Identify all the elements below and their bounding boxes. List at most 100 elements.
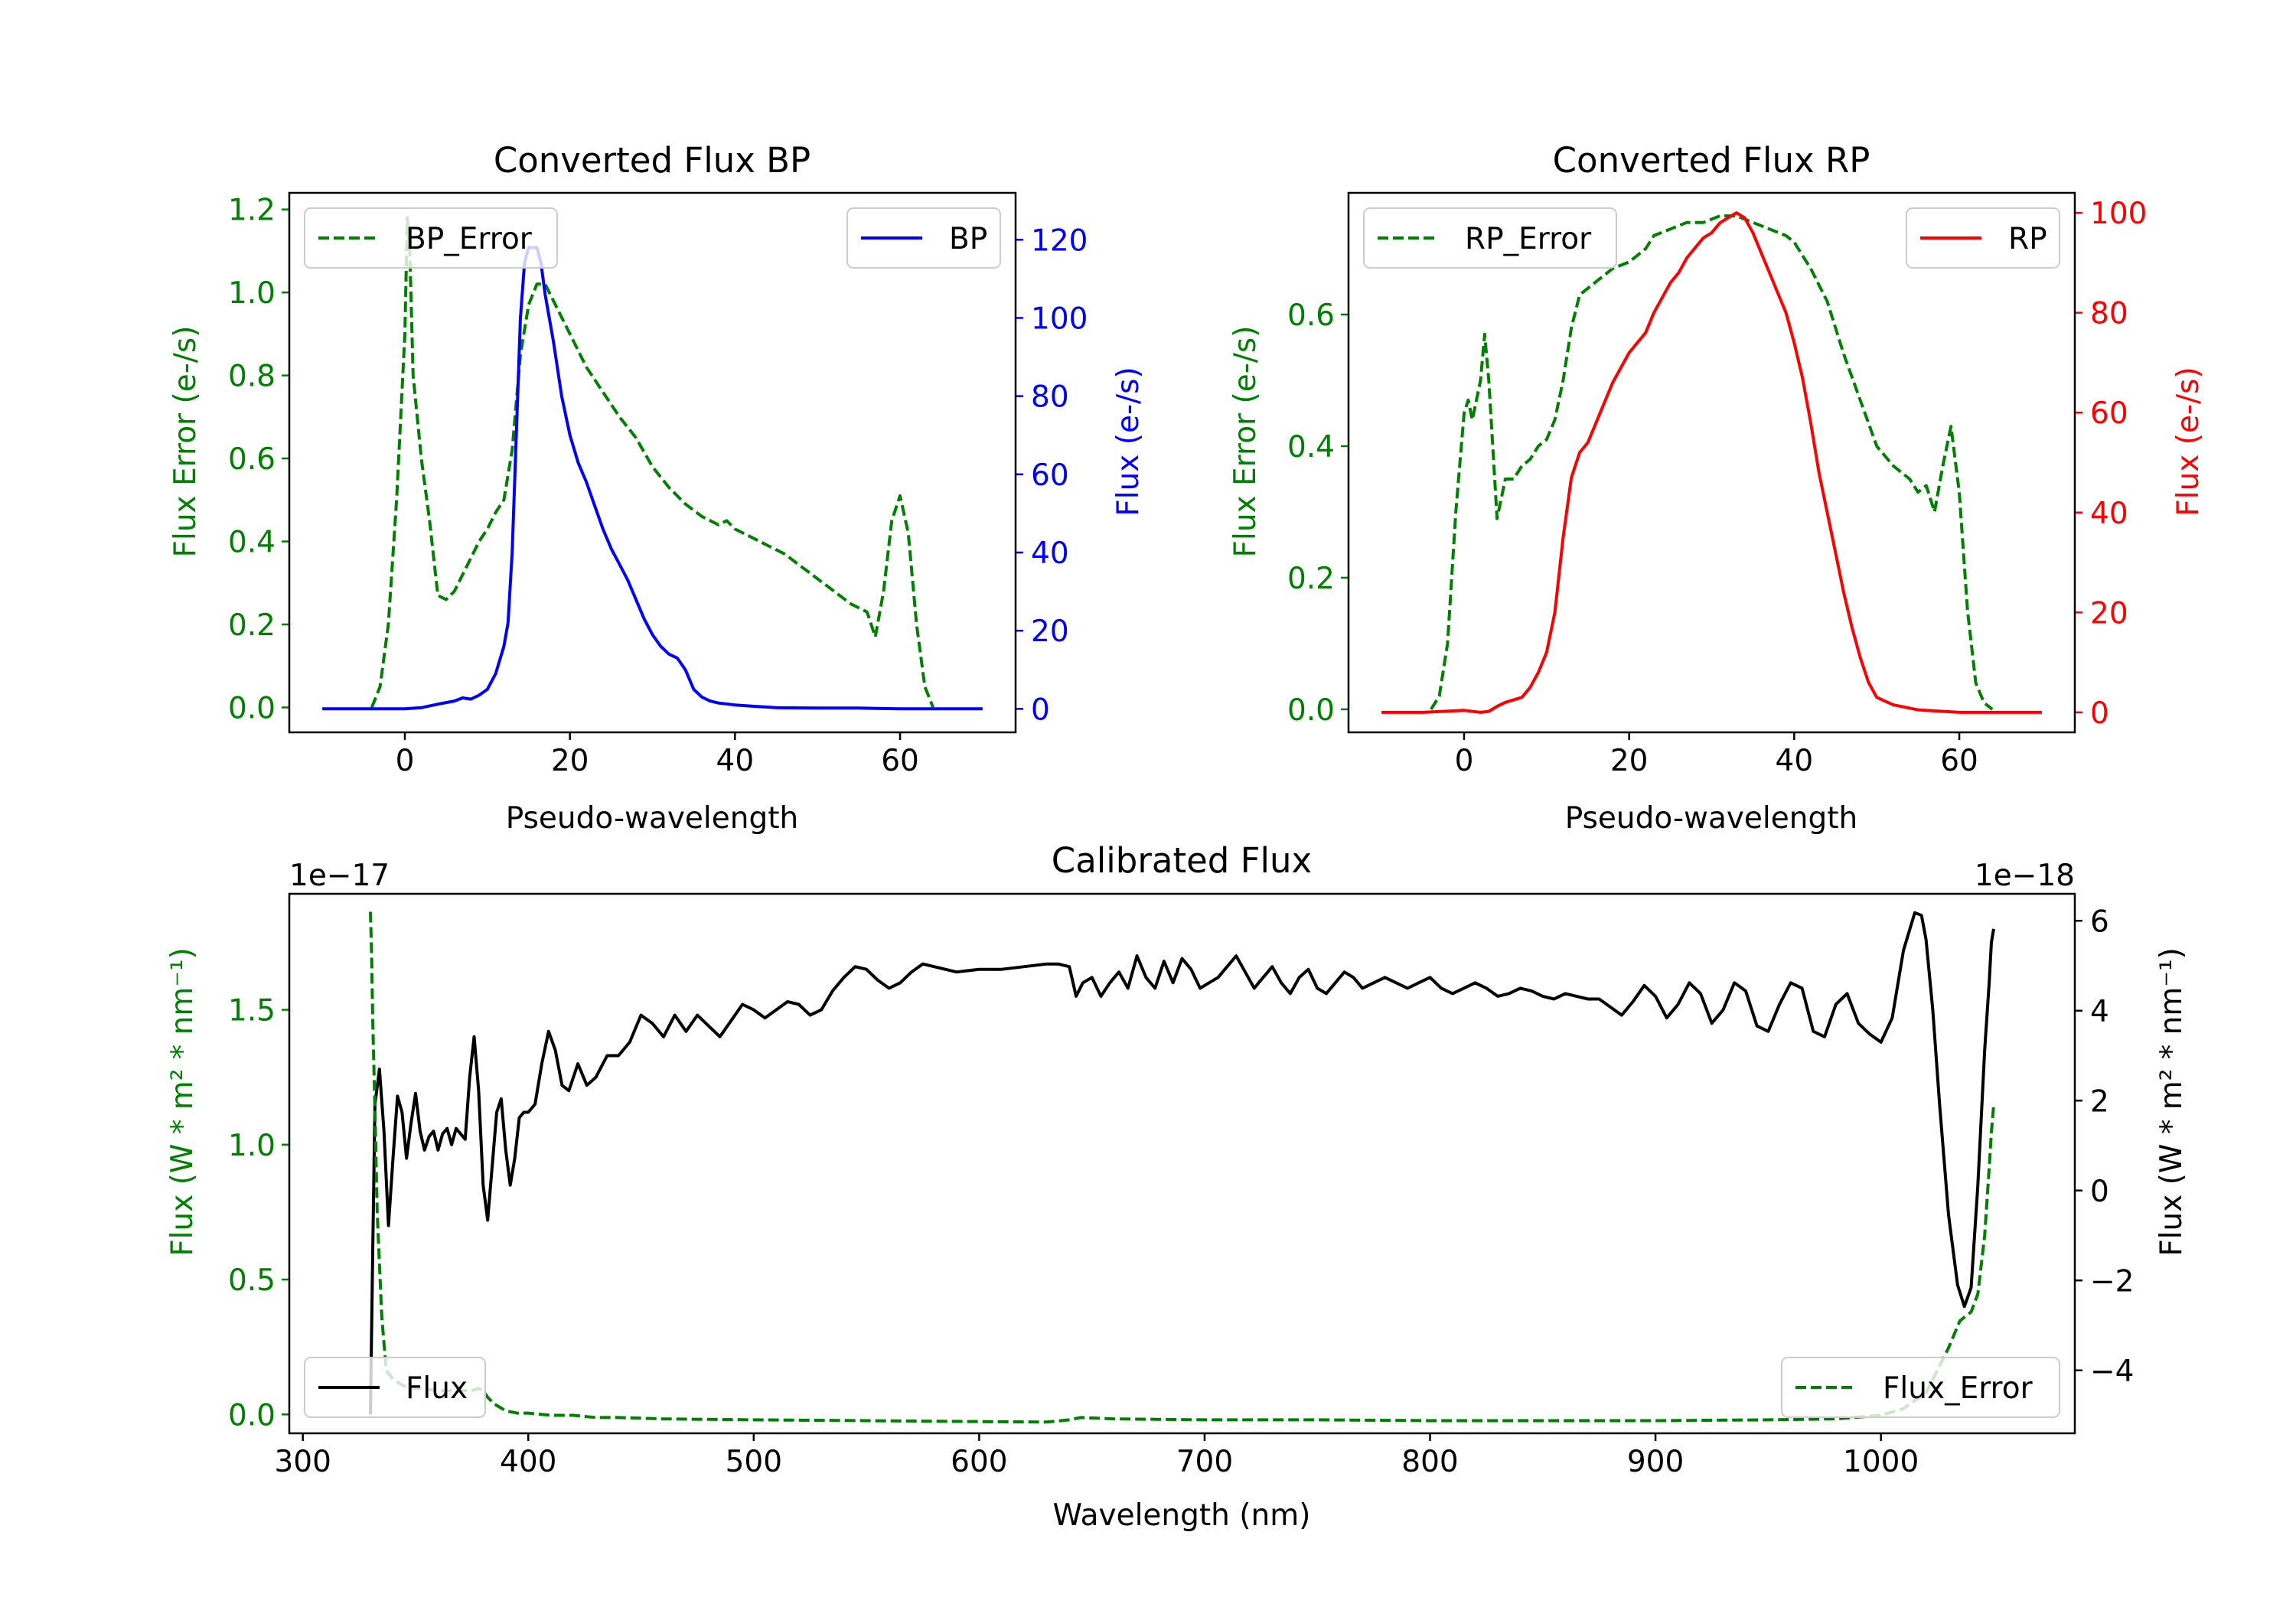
chart-rp-xtick-label: 60: [1940, 744, 1978, 778]
chart-bp-ytick-right-label: 0: [1031, 693, 1050, 727]
chart-calibrated-ytick-right-label: −2: [2090, 1264, 2135, 1299]
chart-rp-ytick-right-label: 0: [2090, 696, 2109, 731]
chart-bp-ytick-right-label: 100: [1031, 302, 1088, 336]
chart-rp-series: [1381, 211, 2042, 714]
chart-bp-ytick-left-label: 0.0: [228, 691, 276, 725]
chart-calibrated-ytick-left-label: 0.5: [228, 1263, 276, 1298]
chart-bp-xtick-label: 60: [881, 744, 919, 778]
chart-rp-frame: [1347, 191, 2076, 734]
chart-bp-ylabel-right: Flux (e-/s): [1111, 367, 1146, 516]
chart-rp-ytick-left-label: 0.2: [1287, 562, 1335, 596]
chart-bp-legend-right: BP: [846, 207, 1001, 269]
chart-calibrated-xtick-label: 800: [1401, 1445, 1458, 1479]
chart-bp-ytick-right-label: 20: [1031, 614, 1069, 649]
chart-bp-series-bp-error: [370, 216, 935, 709]
chart-rp: Converted Flux RP Pseudo-wavelength Flux…: [1228, 140, 2206, 836]
chart-rp-legend-left: RP_Error: [1363, 207, 1617, 269]
chart-calibrated-legend-left-box: [304, 1357, 486, 1418]
chart-calibrated-frame: [288, 892, 2076, 1435]
chart-rp-xtick-label: 20: [1610, 744, 1649, 778]
chart-bp-frame: [288, 191, 1017, 734]
chart-calibrated-xticks: 300 400 500 600 700 800 900 1000: [274, 1433, 1919, 1479]
chart-calibrated-ytick-left-label: 1.0: [228, 1129, 276, 1163]
chart-calibrated-legend-right-box: [1781, 1357, 2060, 1418]
chart-bp-xtick-label: 20: [551, 744, 589, 778]
chart-bp-legend-left-box: [304, 207, 558, 269]
chart-calibrated-xtick-label: 500: [726, 1445, 782, 1479]
chart-bp-legend-left-label: BP_Error: [406, 222, 533, 256]
chart-rp-yticks-right: 0 20 40 60 80 100: [2075, 197, 2147, 731]
chart-rp-ylabel-right: Flux (e-/s): [2171, 367, 2206, 516]
chart-bp-xtick-label: 0: [396, 744, 415, 778]
chart-rp-legend-left-label: RP_Error: [1465, 222, 1592, 256]
chart-rp-xtick-label: 40: [1776, 744, 1814, 778]
chart-calibrated-ytick-right-label: 2: [2090, 1084, 2109, 1119]
chart-rp-ytick-right-label: 60: [2090, 396, 2128, 431]
chart-calibrated-legend-left: Flux: [304, 1357, 486, 1418]
chart-bp-ytick-left-label: 0.4: [228, 526, 276, 560]
chart-calibrated-xtick-label: 600: [951, 1445, 1007, 1479]
chart-bp-title: Converted Flux BP: [494, 140, 810, 181]
chart-rp-yticks-left: 0.0 0.2 0.4 0.6: [1287, 298, 1349, 728]
chart-bp-ytick-left-label: 1.2: [228, 194, 276, 228]
chart-rp-xticks: 0 20 40 60: [1455, 732, 1978, 778]
chart-calibrated-xtick-label: 300: [274, 1445, 331, 1479]
chart-calibrated-xtick-label: 400: [500, 1445, 556, 1479]
chart-rp-series-rp: [1381, 211, 2042, 714]
chart-rp-ytick-left-label: 0.6: [1287, 298, 1335, 333]
chart-bp-ytick-right-label: 40: [1031, 536, 1069, 571]
chart-rp-ytick-right-label: 40: [2090, 497, 2128, 531]
chart-bp-xticks: 0 20 40 60: [396, 732, 919, 778]
chart-calibrated-ytick-right-label: 6: [2090, 905, 2109, 939]
chart-calibrated-yticks-right: −4 −2 0 2 4 6: [2075, 905, 2135, 1389]
chart-bp-legend-right-label: BP: [949, 222, 987, 256]
chart-bp-ytick-right-label: 80: [1031, 380, 1069, 415]
chart-rp-legend-right: RP: [1906, 207, 2060, 269]
chart-calibrated-ytick-right-label: 0: [2090, 1175, 2109, 1209]
chart-bp-legend-left: BP_Error: [304, 207, 558, 269]
chart-rp-legend-right-label: RP: [2008, 222, 2047, 256]
chart-rp-legend-right-box: [1906, 207, 2060, 269]
chart-bp-series-bp: [322, 246, 983, 711]
chart-bp-xtick-label: 40: [716, 744, 755, 778]
chart-calibrated-offset-right: 1e−18: [1975, 859, 2075, 893]
chart-rp-legend-left-box: [1363, 207, 1617, 269]
chart-rp-ytick-right-label: 20: [2090, 596, 2128, 631]
chart-calibrated-xtick-label: 700: [1176, 1445, 1233, 1479]
chart-bp-ytick-right-label: 60: [1031, 458, 1069, 493]
chart-rp-ytick-right-label: 80: [2090, 297, 2128, 331]
chart-calibrated-title: Calibrated Flux: [1052, 840, 1312, 881]
chart-calibrated-legend-left-label: Flux: [406, 1371, 468, 1406]
chart-bp-ytick-left-label: 0.6: [228, 442, 276, 477]
chart-calibrated: Calibrated Flux Wavelength (nm) Flux (W …: [165, 840, 2189, 1533]
chart-bp-xlabel: Pseudo-wavelength: [506, 801, 798, 836]
chart-bp-series: [322, 216, 983, 711]
chart-calibrated-ytick-left-label: 1.5: [228, 994, 276, 1028]
chart-rp-xtick-label: 0: [1455, 744, 1474, 778]
chart-calibrated-legend-right-label: Flux_Error: [1883, 1371, 2033, 1406]
chart-bp-ylabel-left: Flux Error (e-/s): [168, 326, 203, 558]
chart-calibrated-series-flux: [369, 911, 1995, 1415]
chart-bp-yticks-right: 0 20 40 60 80 100 120: [1016, 223, 1088, 727]
chart-calibrated-yticks-left: 0.0 0.5 1.0 1.5: [228, 994, 289, 1433]
chart-rp-title: Converted Flux RP: [1553, 140, 1870, 181]
chart-rp-ytick-left-label: 0.4: [1287, 430, 1335, 464]
chart-bp-ytick-right-label: 120: [1031, 223, 1088, 258]
chart-calibrated-ytick-right-label: 4: [2090, 995, 2109, 1029]
chart-bp-ytick-left-label: 1.0: [228, 276, 276, 311]
chart-calibrated-offset-left: 1e−17: [289, 859, 390, 893]
chart-rp-ytick-right-label: 100: [2090, 197, 2147, 231]
chart-bp-ytick-left-label: 0.2: [228, 608, 276, 643]
chart-bp-ytick-left-label: 0.8: [228, 360, 276, 394]
chart-rp-xlabel: Pseudo-wavelength: [1565, 801, 1857, 836]
chart-bp: Converted Flux BP Pseudo-wavelength Flux…: [168, 140, 1146, 836]
chart-bp-legend-right-box: [846, 207, 1001, 269]
chart-rp-ytick-left-label: 0.0: [1287, 693, 1335, 728]
chart-calibrated-xtick-label: 900: [1627, 1445, 1684, 1479]
chart-calibrated-ylabel-right: Flux (W * m² * nm⁻¹): [2154, 947, 2189, 1257]
chart-calibrated-ytick-left-label: 0.0: [228, 1398, 276, 1433]
chart-calibrated-xlabel: Wavelength (nm): [1053, 1498, 1311, 1533]
chart-bp-yticks-left: 0.0 0.2 0.4 0.6 0.8 1.0 1.2: [228, 194, 289, 725]
chart-rp-ylabel-left: Flux Error (e-/s): [1228, 326, 1263, 558]
